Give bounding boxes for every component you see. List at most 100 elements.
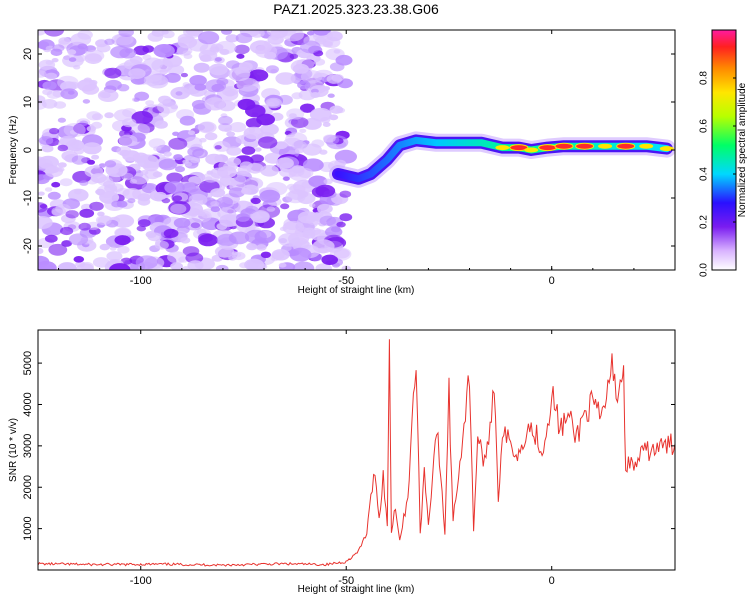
noise-blob bbox=[51, 58, 59, 63]
x-tick-label: -100 bbox=[130, 275, 152, 287]
noise-blob bbox=[216, 222, 228, 230]
noise-blob bbox=[250, 197, 261, 205]
noise-blob bbox=[280, 203, 290, 210]
noise-blob bbox=[331, 226, 341, 233]
noise-blob bbox=[172, 195, 183, 202]
noise-blob bbox=[59, 178, 73, 187]
noise-blob bbox=[170, 203, 187, 214]
noise-blob bbox=[153, 44, 175, 58]
noise-blob bbox=[323, 178, 333, 185]
noise-blob bbox=[235, 32, 253, 44]
noise-blob bbox=[241, 187, 252, 195]
noise-blob bbox=[236, 53, 245, 59]
noise-blob bbox=[127, 198, 136, 204]
noise-blob bbox=[257, 263, 268, 270]
noise-blob bbox=[164, 72, 181, 83]
noise-blob bbox=[68, 233, 89, 246]
noise-blob bbox=[38, 191, 45, 196]
noise-blob bbox=[326, 31, 343, 42]
noise-blob bbox=[204, 132, 218, 141]
noise-blob bbox=[303, 227, 316, 236]
noise-blob bbox=[129, 123, 150, 137]
noise-blob bbox=[122, 118, 137, 128]
noise-blob bbox=[205, 153, 223, 165]
noise-blob bbox=[309, 107, 332, 122]
noise-blob bbox=[91, 113, 104, 121]
noise-blob bbox=[289, 53, 299, 59]
noise-blob bbox=[183, 136, 203, 149]
noise-blob bbox=[228, 67, 251, 82]
noise-blob bbox=[59, 135, 77, 147]
noise-blob bbox=[300, 70, 323, 84]
noise-blob bbox=[291, 140, 308, 151]
noise-blob bbox=[214, 245, 235, 258]
noise-blob bbox=[158, 158, 178, 171]
noise-blob bbox=[249, 30, 265, 38]
noise-blob bbox=[89, 201, 104, 211]
noise-blob bbox=[321, 254, 339, 265]
noise-blob bbox=[79, 208, 95, 218]
noise-blob bbox=[38, 59, 56, 70]
noise-blob bbox=[205, 79, 227, 93]
noise-blob bbox=[57, 167, 65, 172]
noise-blob bbox=[339, 213, 353, 222]
noise-blob bbox=[296, 215, 319, 230]
noise-blob bbox=[63, 123, 86, 137]
noise-blob bbox=[164, 181, 185, 195]
noise-blob bbox=[275, 72, 296, 85]
noise-blob bbox=[177, 36, 198, 49]
noise-blob bbox=[185, 30, 204, 36]
noise-blob bbox=[254, 147, 262, 152]
noise-blob bbox=[48, 243, 68, 256]
noise-blob bbox=[194, 83, 207, 91]
y-tick-label: 20 bbox=[22, 48, 34, 60]
ridge-high bbox=[659, 146, 674, 152]
noise-blob bbox=[60, 226, 74, 236]
noise-blob bbox=[147, 232, 162, 242]
noise-blob bbox=[322, 86, 331, 91]
x-tick-label: 0 bbox=[549, 575, 555, 587]
noise-blob bbox=[135, 255, 158, 270]
noise-blob bbox=[282, 176, 290, 182]
y-tick-label: 5000 bbox=[22, 351, 34, 375]
noise-blob bbox=[77, 43, 88, 50]
noise-blob bbox=[237, 165, 252, 174]
spectrogram-x-label: Height of straight line (km) bbox=[298, 285, 415, 296]
noise-blob bbox=[306, 31, 315, 36]
noise-blob bbox=[323, 134, 336, 143]
noise-blob bbox=[44, 187, 53, 192]
noise-blob bbox=[41, 144, 54, 153]
noise-blob bbox=[153, 191, 167, 201]
noise-blob bbox=[199, 54, 212, 62]
noise-blob bbox=[297, 168, 314, 178]
noise-blob bbox=[91, 121, 103, 129]
noise-blob bbox=[47, 191, 61, 200]
noise-blob bbox=[145, 100, 155, 106]
noise-blob bbox=[310, 92, 321, 98]
noise-blob bbox=[103, 180, 116, 188]
noise-blob bbox=[38, 247, 44, 255]
x-tick-label: 0 bbox=[549, 275, 555, 287]
noise-blob bbox=[292, 63, 309, 74]
noise-blob bbox=[49, 127, 60, 135]
noise-blob bbox=[170, 262, 183, 270]
noise-blob bbox=[187, 260, 204, 270]
noise-blob bbox=[154, 240, 169, 250]
noise-blob bbox=[52, 44, 65, 52]
noise-blob bbox=[221, 30, 233, 35]
noise-blob bbox=[104, 160, 117, 168]
noise-blob bbox=[215, 40, 237, 55]
noise-blob bbox=[333, 49, 341, 54]
noise-blob bbox=[180, 72, 188, 78]
noise-blob bbox=[291, 92, 303, 100]
noise-blob bbox=[119, 47, 137, 59]
noise-blob bbox=[157, 100, 178, 114]
y-tick-label: -20 bbox=[22, 238, 34, 254]
noise-blob bbox=[210, 188, 226, 198]
noise-blob bbox=[107, 167, 119, 175]
noise-blob bbox=[163, 228, 179, 238]
spectrogram-x-axis: -100 -50 0 bbox=[58, 30, 635, 287]
noise-blob bbox=[300, 40, 321, 54]
